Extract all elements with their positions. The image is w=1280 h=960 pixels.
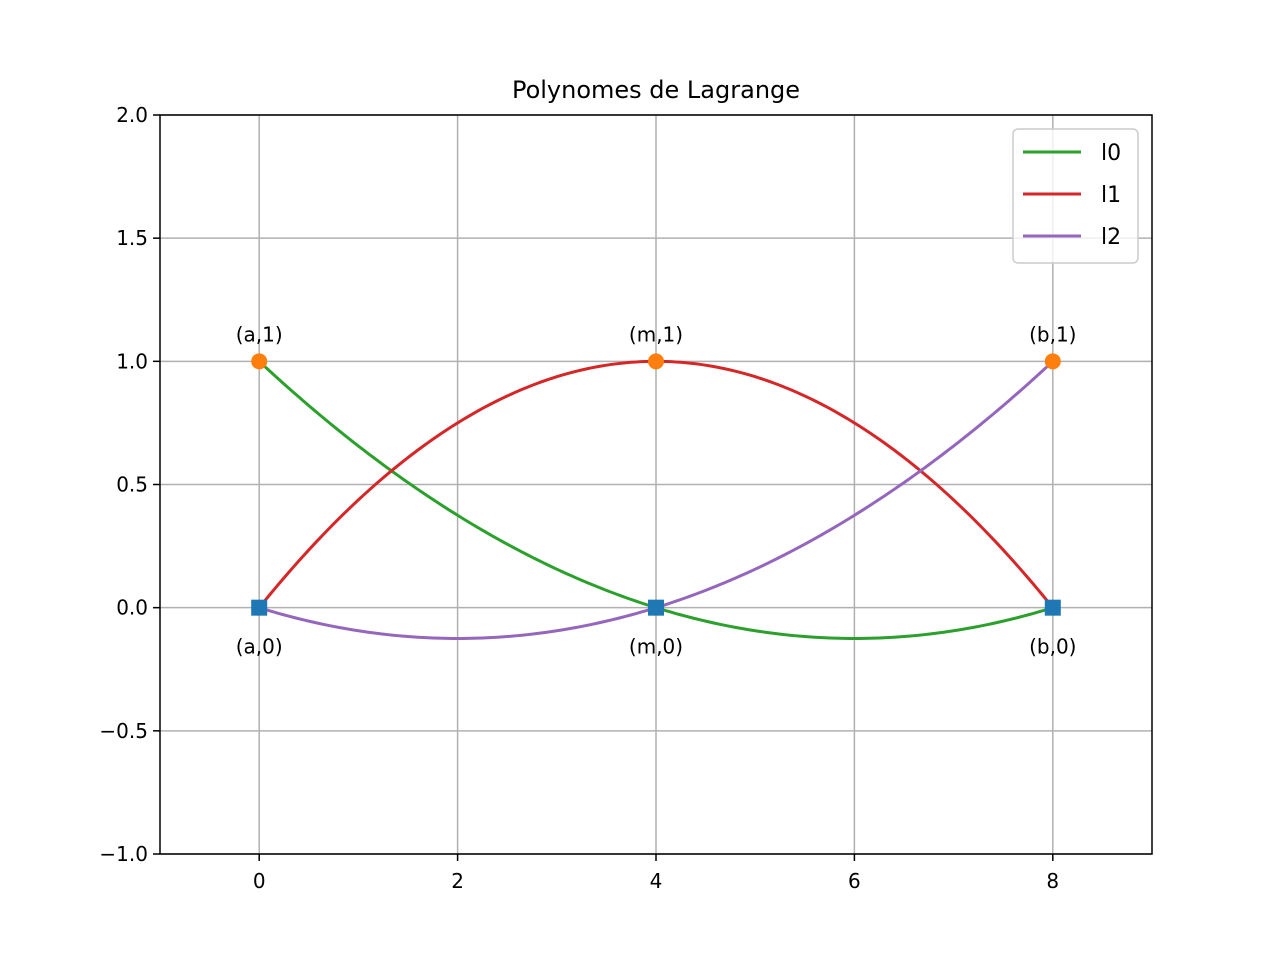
circle-marker (648, 353, 664, 370)
legend-label-l1: l1 (1101, 183, 1121, 208)
x-tick-label: 6 (848, 869, 861, 893)
y-tick-label: 2.0 (116, 103, 148, 127)
square-marker (648, 599, 664, 616)
point-annotation: (a,0) (236, 635, 283, 659)
circle-marker (1044, 353, 1061, 370)
x-tick-label: 8 (1046, 869, 1059, 893)
point-annotation: (b,0) (1029, 635, 1076, 659)
square-marker (1044, 599, 1061, 616)
point-markers (251, 353, 1061, 616)
legend: l0 l1 l2 (1012, 128, 1139, 264)
legend-box (1012, 128, 1139, 264)
point-annotation: (m,0) (629, 635, 683, 659)
x-tick-label: 2 (451, 869, 464, 893)
circle-marker (251, 353, 268, 370)
point-annotation: (m,1) (629, 322, 683, 346)
axes: 0 2 4 6 8 −1.0 −0.5 0.0 0.5 1.0 1.5 2.0 (99, 103, 1059, 893)
x-tick-label: 0 (253, 869, 266, 893)
point-annotations: (a,1) (m,1) (b,1) (a,0) (m,0) (b,0) (236, 322, 1077, 658)
y-tick-label: 1.0 (116, 349, 148, 373)
y-tick-label: −1.0 (99, 842, 148, 866)
y-tick-label: 0.5 (116, 473, 148, 497)
chart-title: Polynomes de Lagrange (512, 76, 800, 104)
point-annotation: (b,1) (1029, 322, 1076, 346)
legend-label-l0: l0 (1101, 141, 1121, 166)
y-tick-label: 1.5 (116, 226, 148, 250)
point-annotation: (a,1) (236, 322, 283, 346)
x-tick-label: 4 (650, 869, 663, 893)
square-marker (251, 599, 268, 616)
legend-label-l2: l2 (1101, 225, 1121, 250)
y-tick-label: 0.0 (116, 596, 148, 620)
y-tick-label: −0.5 (99, 719, 148, 743)
